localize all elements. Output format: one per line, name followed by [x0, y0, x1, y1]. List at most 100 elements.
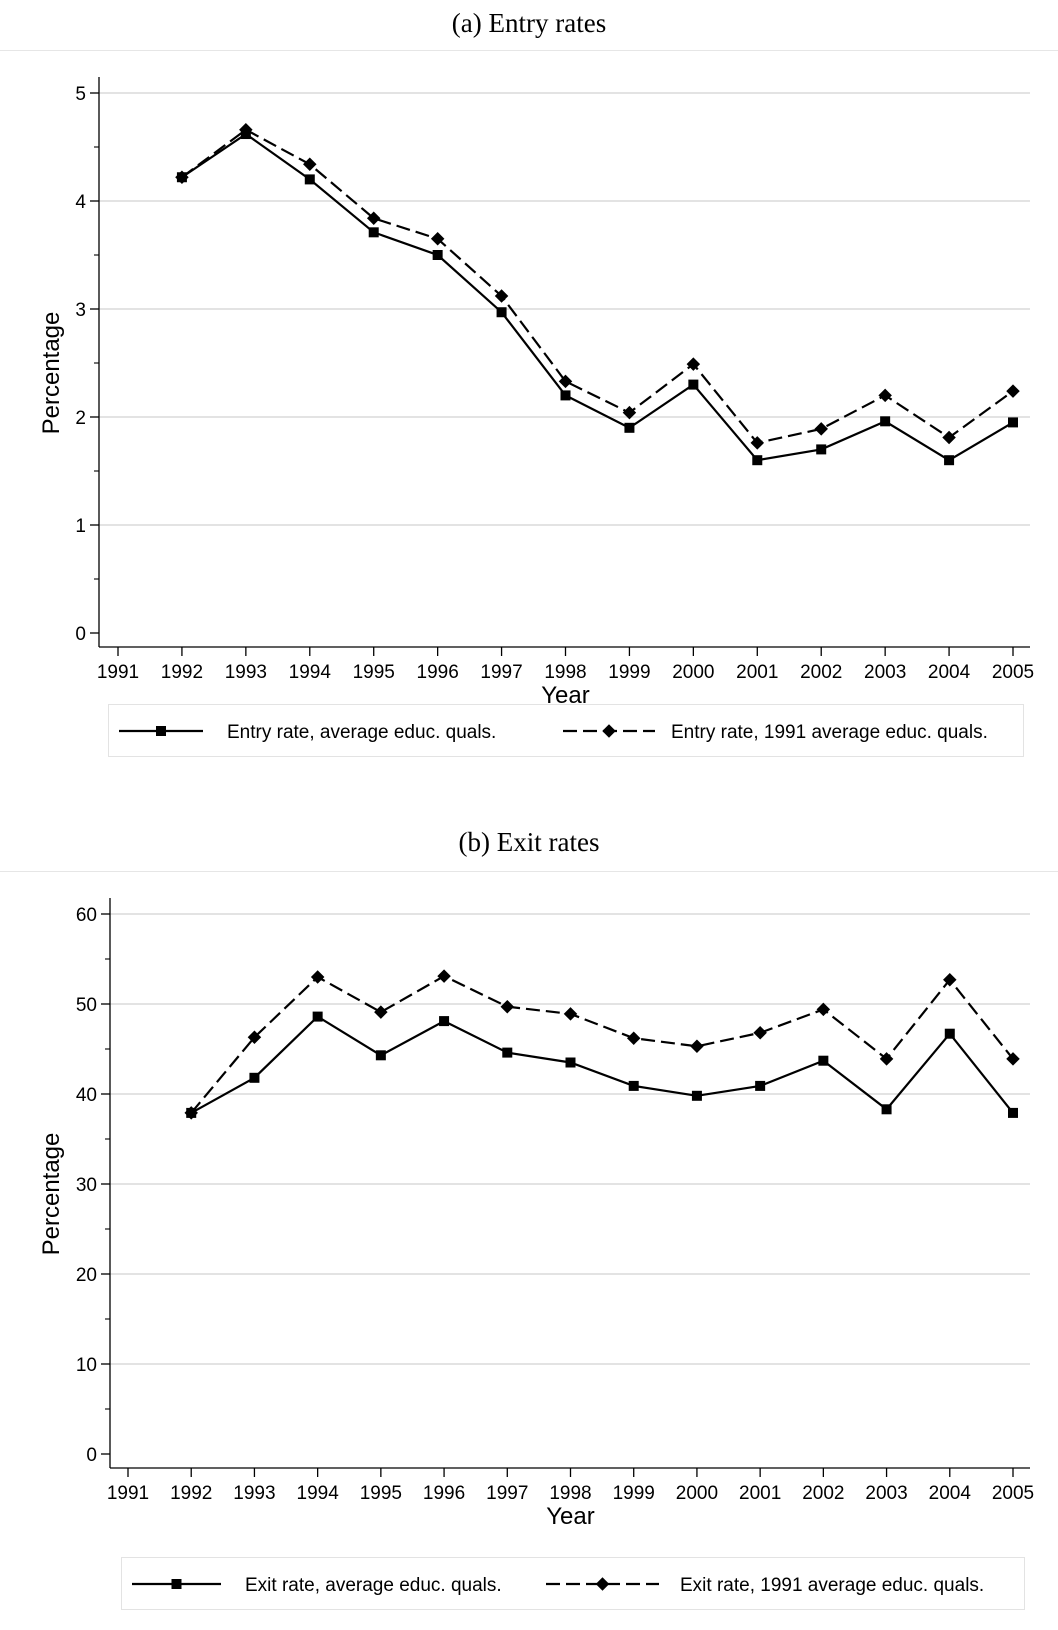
x-tick-label: 1992	[161, 662, 203, 683]
y-tick-label: 40	[76, 1085, 97, 1106]
series-line	[181, 132, 1014, 462]
diamond-marker	[430, 232, 445, 246]
diamond-marker	[595, 1577, 610, 1591]
y-tick-label: 0	[75, 624, 86, 645]
diamond-marker	[303, 157, 317, 172]
diamond-marker	[750, 436, 765, 450]
title-divider	[0, 50, 1058, 51]
diamond-marker	[690, 1039, 704, 1054]
square-marker	[818, 1055, 829, 1066]
square-marker	[880, 416, 891, 427]
x-tick-label: 1998	[549, 1483, 591, 1504]
chart-title: (b) Exit rates	[458, 827, 600, 857]
square-marker	[755, 1080, 766, 1091]
x-tick-label: 2001	[739, 1483, 781, 1504]
square-marker	[560, 390, 571, 401]
diamond-marker	[247, 1030, 262, 1045]
square-marker	[1008, 1107, 1018, 1118]
square-marker	[375, 1050, 386, 1061]
x-tick-label: 1997	[486, 1483, 528, 1504]
exit-rates-chart: 0 10 20 30 40 50 60 1991 1992 1993 1994 1995 1996 199…	[38, 898, 1034, 1530]
x-tick-label: 2004	[929, 1483, 972, 1504]
x-tick-label: 1995	[353, 662, 395, 683]
square-marker	[1008, 417, 1018, 428]
square-marker	[312, 1011, 323, 1022]
square-marker	[752, 455, 763, 466]
x-tick-label: 1996	[417, 662, 459, 683]
y-tick-label: 10	[76, 1355, 97, 1376]
x-tick-label: 1997	[480, 662, 522, 683]
square-marker	[171, 1579, 182, 1589]
x-tick-label: 1994	[289, 662, 332, 683]
diamond-marker	[310, 970, 325, 984]
x-tick-label: 1991	[107, 1483, 149, 1504]
x-tick-label: 2005	[992, 1483, 1034, 1504]
chart-title: (a) Entry rates	[451, 8, 607, 38]
square-marker	[496, 307, 507, 318]
legend-label-exit-avg: Exit rate, average educ. quals.	[245, 1575, 502, 1596]
square-marker	[368, 227, 379, 238]
legend: Entry rate, average educ. quals. Entry r…	[108, 704, 1024, 757]
y-tick-label: 4	[75, 192, 86, 213]
x-tick-label: 2000	[676, 1483, 718, 1504]
diamond-marker	[814, 422, 828, 436]
x-axis-label: Year	[546, 1503, 595, 1530]
square-marker	[688, 379, 699, 390]
square-marker	[439, 1016, 450, 1027]
y-tick-label: 2	[75, 408, 86, 429]
diamond-marker	[175, 170, 189, 184]
x-tick-label: 2003	[864, 662, 906, 683]
x-tick-label: 2000	[672, 662, 714, 683]
y-axis-label: Percentage	[38, 312, 65, 435]
diamond-marker	[753, 1026, 767, 1040]
x-tick-label: 1994	[297, 1483, 340, 1504]
title-divider	[0, 871, 1058, 872]
x-tick-label: 1999	[608, 662, 650, 683]
x-tick-label: 2003	[865, 1483, 907, 1504]
square-marker	[304, 174, 315, 185]
square-marker	[565, 1057, 576, 1068]
square-marker	[691, 1090, 702, 1101]
x-tick-label: 1995	[360, 1483, 402, 1504]
diamond-marker	[437, 969, 451, 983]
y-tick-label: 20	[76, 1265, 97, 1286]
legend-label-entry-1991: Entry rate, 1991 average educ. quals.	[671, 722, 988, 743]
y-tick-label: 1	[75, 516, 86, 537]
square-marker	[628, 1080, 639, 1091]
square-marker	[624, 422, 635, 433]
diamond-marker	[816, 1002, 831, 1017]
diamond-marker	[500, 999, 515, 1014]
x-tick-label: 2004	[928, 662, 971, 683]
square-marker	[881, 1104, 892, 1115]
square-marker	[944, 1028, 955, 1039]
x-tick-label: 2002	[800, 662, 842, 683]
x-tick-label: 2005	[992, 662, 1034, 683]
series-line	[190, 974, 1014, 1114]
diamond-marker	[563, 1007, 578, 1021]
x-tick-label: 1999	[613, 1483, 655, 1504]
series-line	[181, 128, 1014, 445]
x-tick-label: 2001	[736, 662, 778, 683]
diamond-marker	[239, 122, 253, 137]
diamond-marker	[1006, 384, 1020, 398]
diamond-marker	[494, 289, 509, 303]
square-marker	[249, 1072, 260, 1083]
diamond-marker	[626, 1031, 641, 1045]
x-tick-label: 1996	[423, 1483, 465, 1504]
square-marker	[944, 455, 955, 466]
legend: Exit rate, average educ. quals. Exit rat…	[121, 1557, 1025, 1610]
legend-label-exit-1991: Exit rate, 1991 average educ. quals.	[680, 1575, 984, 1596]
y-tick-label: 3	[75, 300, 86, 321]
legend-graphics: Exit rate, average educ. quals. Exit rat…	[132, 1575, 984, 1596]
diamond-marker	[184, 1106, 198, 1120]
diamond-marker	[558, 374, 573, 389]
y-tick-label: 50	[76, 995, 97, 1016]
entry-rates-chart: 0 1 2 3 4 5 1991 1992 1993 1994 1995 1996 1997 1998 19…	[38, 77, 1034, 709]
x-tick-label: 1998	[544, 662, 586, 683]
y-tick-label: 0	[86, 1445, 97, 1466]
square-marker	[156, 726, 166, 736]
x-tick-label: 1992	[170, 1483, 212, 1504]
diamond-marker	[878, 388, 892, 403]
y-tick-label: 30	[76, 1175, 97, 1196]
diamond-marker	[366, 211, 381, 226]
